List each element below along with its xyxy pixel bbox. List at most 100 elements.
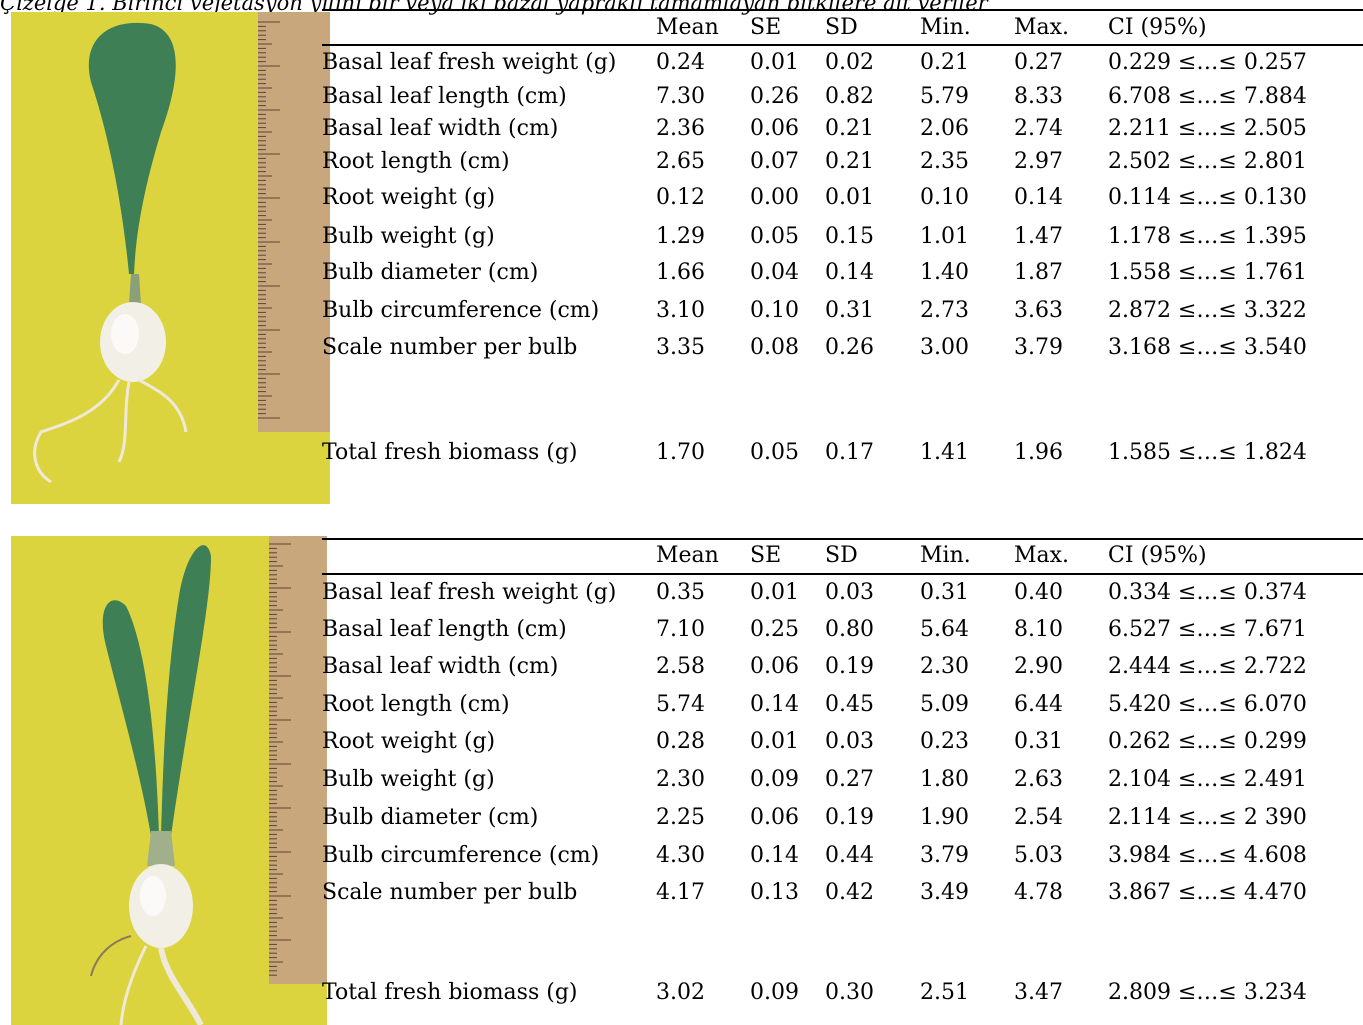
cell-min: 5.79: [920, 84, 969, 109]
row-label: Basal leaf fresh weight (g): [322, 50, 617, 75]
cell-mean: 3.10: [656, 298, 705, 323]
cell-sd: 0.01: [825, 185, 874, 210]
row-label: Root length (cm): [322, 149, 510, 174]
cell-sd: 0.15: [825, 224, 874, 249]
cell-min: 0.23: [920, 729, 969, 754]
cell-sd: 0.80: [825, 617, 874, 642]
cell-max: 3.79: [1014, 335, 1063, 360]
cell-min: 5.64: [920, 617, 969, 642]
cell-ci: 5.420 ≤…≤ 6.070: [1108, 692, 1307, 717]
header-bottom-rule: [322, 573, 1363, 575]
cell-min: 1.40: [920, 260, 969, 285]
cell-mean: 4.30: [656, 843, 705, 868]
cell-ci: 3.984 ≤…≤ 4.608: [1108, 843, 1307, 868]
cell-mean: 0.24: [656, 50, 705, 75]
cell-mean: 3.02: [656, 980, 705, 1005]
cell-max: 1.96: [1014, 440, 1063, 465]
table-row: Basal leaf length (cm) 7.30 0.26 0.82 5.…: [322, 80, 1363, 114]
cell-max: 2.97: [1014, 149, 1063, 174]
cell-mean: 0.28: [656, 729, 705, 754]
cell-se: 0.09: [750, 767, 799, 792]
cell-min: 1.01: [920, 224, 969, 249]
cell-max: 0.40: [1014, 580, 1063, 605]
header-se: SE: [750, 543, 782, 568]
cell-max: 2.54: [1014, 805, 1063, 830]
table-row: Basal leaf length (cm) 7.10 0.25 0.80 5.…: [322, 613, 1363, 647]
row-label: Basal leaf length (cm): [322, 84, 567, 109]
row-label: Basal leaf width (cm): [322, 654, 559, 679]
header-top-rule: [322, 538, 1363, 540]
row-label: Root length (cm): [322, 692, 510, 717]
row-label: Scale number per bulb: [322, 880, 578, 905]
cell-sd: 0.21: [825, 149, 874, 174]
row-label: Bulb circumference (cm): [322, 298, 600, 323]
cell-min: 2.51: [920, 980, 969, 1005]
table-row: Bulb weight (g) 2.30 0.09 0.27 1.80 2.63…: [322, 763, 1363, 797]
table-row: Bulb circumference (cm) 4.30 0.14 0.44 3…: [322, 839, 1363, 873]
cell-sd: 0.03: [825, 580, 874, 605]
cell-max: 5.03: [1014, 843, 1063, 868]
table-row: Root length (cm) 5.74 0.14 0.45 5.09 6.4…: [322, 688, 1363, 722]
cell-mean: 1.70: [656, 440, 705, 465]
header-row: Mean SE SD Min. Max. CI (95%): [322, 13, 1363, 43]
cell-ci: 2.114 ≤…≤ 2 390: [1108, 805, 1307, 830]
cell-sd: 0.14: [825, 260, 874, 285]
row-label: Root weight (g): [322, 185, 496, 210]
cell-sd: 0.27: [825, 767, 874, 792]
cell-ci: 1.585 ≤…≤ 1.824: [1108, 440, 1307, 465]
cell-mean: 1.29: [656, 224, 705, 249]
cell-ci: 2.809 ≤…≤ 3.234: [1108, 980, 1307, 1005]
header-ci: CI (95%): [1108, 15, 1207, 40]
row-label: Bulb circumference (cm): [322, 843, 600, 868]
header-min: Min.: [920, 543, 971, 568]
cell-mean: 2.65: [656, 149, 705, 174]
cell-sd: 0.02: [825, 50, 874, 75]
cell-ci: 3.867 ≤…≤ 4.470: [1108, 880, 1307, 905]
cell-min: 0.10: [920, 185, 969, 210]
cell-ci: 2.104 ≤…≤ 2.491: [1108, 767, 1307, 792]
cell-mean: 2.58: [656, 654, 705, 679]
cell-ci: 0.229 ≤…≤ 0.257: [1108, 50, 1307, 75]
photo-two-leaf-plant: [11, 536, 327, 1025]
cell-sd: 0.82: [825, 84, 874, 109]
ruler-image: [258, 12, 330, 432]
cell-se: 0.01: [750, 729, 799, 754]
row-label: Total fresh biomass (g): [322, 980, 578, 1005]
cell-min: 2.35: [920, 149, 969, 174]
cell-ci: 0.114 ≤…≤ 0.130: [1108, 185, 1307, 210]
cell-se: 0.26: [750, 84, 799, 109]
header-bottom-rule: [322, 44, 1363, 46]
row-label: Bulb diameter (cm): [322, 805, 539, 830]
cell-min: 3.00: [920, 335, 969, 360]
cell-max: 4.78: [1014, 880, 1063, 905]
cell-se: 0.14: [750, 692, 799, 717]
cell-min: 3.79: [920, 843, 969, 868]
cell-mean: 1.66: [656, 260, 705, 285]
cell-max: 1.47: [1014, 224, 1063, 249]
cell-se: 0.06: [750, 805, 799, 830]
cell-max: 0.31: [1014, 729, 1063, 754]
cell-max: 2.90: [1014, 654, 1063, 679]
cell-se: 0.08: [750, 335, 799, 360]
header-sd: SD: [825, 15, 858, 40]
cell-mean: 5.74: [656, 692, 705, 717]
cell-se: 0.06: [750, 116, 799, 141]
table-row: Basal leaf width (cm) 2.36 0.06 0.21 2.0…: [322, 112, 1363, 146]
table-row: Basal leaf width (cm) 2.58 0.06 0.19 2.3…: [322, 650, 1363, 684]
cell-max: 2.74: [1014, 116, 1063, 141]
cell-sd: 0.45: [825, 692, 874, 717]
table-row: Bulb circumference (cm) 3.10 0.10 0.31 2…: [322, 294, 1363, 328]
cell-max: 1.87: [1014, 260, 1063, 285]
header-max: Max.: [1014, 15, 1070, 40]
cell-mean: 7.30: [656, 84, 705, 109]
cell-ci: 0.334 ≤…≤ 0.374: [1108, 580, 1307, 605]
cell-ci: 1.558 ≤…≤ 1.761: [1108, 260, 1307, 285]
cell-mean: 3.35: [656, 335, 705, 360]
cell-min: 1.41: [920, 440, 969, 465]
row-label: Scale number per bulb: [322, 335, 578, 360]
cell-sd: 0.21: [825, 116, 874, 141]
table-row: Basal leaf fresh weight (g) 0.35 0.01 0.…: [322, 576, 1363, 610]
cell-ci: 6.527 ≤…≤ 7.671: [1108, 617, 1307, 642]
table-row: Scale number per bulb 4.17 0.13 0.42 3.4…: [322, 876, 1363, 910]
header-row: Mean SE SD Min. Max. CI (95%): [322, 541, 1363, 571]
